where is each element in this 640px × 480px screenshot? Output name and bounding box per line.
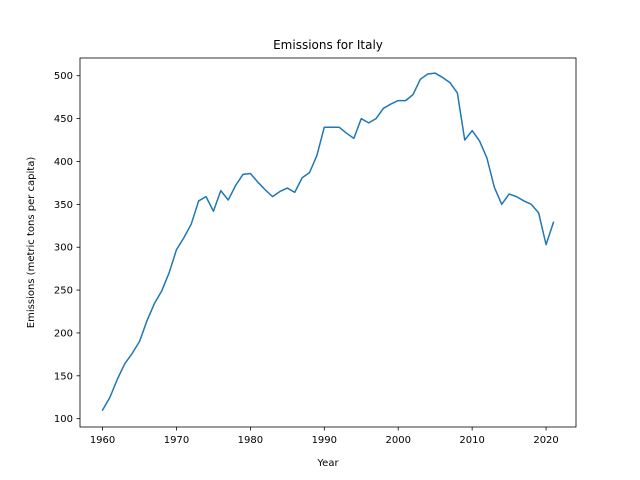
- y-tick-label: 100: [54, 414, 73, 425]
- y-axis-label: Emissions (metric tons per capita): [26, 157, 37, 329]
- x-tick-label: 2010: [459, 435, 484, 446]
- x-tick-label: 2020: [533, 435, 558, 446]
- y-tick-label: 300: [54, 243, 73, 254]
- x-axis-label: Year: [316, 458, 339, 469]
- axes-frame: [79, 57, 577, 428]
- x-tick-label: 2000: [385, 435, 410, 446]
- y-tick-label: 450: [54, 114, 73, 125]
- chart-title: Emissions for Italy: [273, 38, 383, 52]
- y-tick-label: 350: [54, 200, 73, 211]
- x-tick-label: 1980: [238, 435, 263, 446]
- y-tick-label: 250: [54, 286, 73, 297]
- y-tick-label: 150: [54, 371, 73, 382]
- x-tick-label: 1960: [90, 435, 115, 446]
- x-tick-label: 1990: [312, 435, 337, 446]
- y-tick-label: 500: [54, 71, 73, 82]
- x-tick-label: 1970: [164, 435, 189, 446]
- y-axis: 100 150 200 250 300 350 400 450 500: [54, 71, 80, 425]
- series-line-italy-emissions: [101, 72, 555, 412]
- x-axis: 1960 1970 1980 1990 2000 2010 2020: [90, 427, 559, 446]
- y-tick-label: 200: [54, 328, 73, 339]
- y-tick-label: 400: [54, 157, 73, 168]
